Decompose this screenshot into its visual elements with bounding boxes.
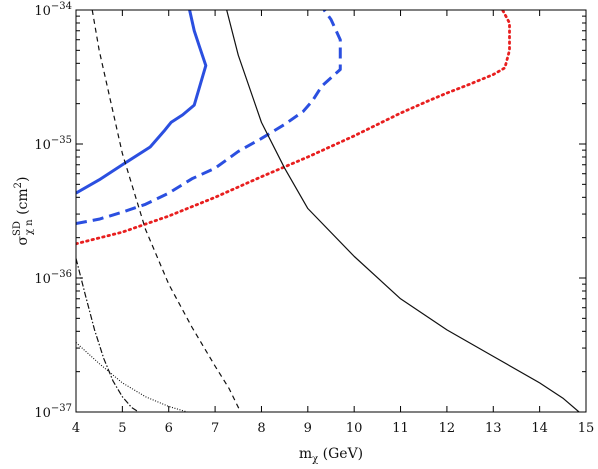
y-axis-label-unit-sup: 2 xyxy=(13,182,24,188)
y-axis-label-sub: χ n xyxy=(24,219,35,235)
y-tick-label: 10−37 xyxy=(34,403,72,421)
x-tick-label: 13 xyxy=(485,421,502,436)
y-axis-label-sup: SD xyxy=(12,221,23,236)
x-tick-label: 9 xyxy=(304,421,312,436)
y-tick-label: 10−34 xyxy=(34,1,72,19)
x-tick-label: 4 xyxy=(72,421,80,436)
series-line-1 xyxy=(76,10,208,195)
x-tick-label: 14 xyxy=(531,421,548,436)
y-axis-label-main: σ xyxy=(15,236,31,246)
x-tick-label: 12 xyxy=(439,421,456,436)
series-line-2 xyxy=(76,10,342,225)
series-line-6 xyxy=(76,258,139,412)
plot-frame xyxy=(75,9,587,413)
x-tick-label: 7 xyxy=(211,421,219,436)
tick-labels: 4 5 6 7 8 9 10 11 12 13 14 15 10−37 10−36 10−35 10−34 xyxy=(34,1,594,436)
x-axis-label-main: m xyxy=(299,446,312,462)
x-tick-label: 11 xyxy=(392,421,409,436)
y-axis-label-unit: (cm xyxy=(15,188,31,219)
y-axis-label: σSDχ n (cm2) xyxy=(12,177,35,246)
x-axis-label: mχ (GeV) xyxy=(299,446,363,465)
series-line-7 xyxy=(76,342,188,412)
series-layer xyxy=(76,10,580,412)
x-axis-label-sub: χ xyxy=(312,454,318,465)
x-tick-label: 5 xyxy=(118,421,126,436)
x-tick-label: 10 xyxy=(346,421,363,436)
plot-background xyxy=(76,10,586,412)
x-axis-label-unit: (GeV) xyxy=(318,446,363,462)
x-tick-label: 6 xyxy=(165,421,173,436)
x-tick-label: 8 xyxy=(257,421,265,436)
series-line-5 xyxy=(91,10,242,412)
series-line-4 xyxy=(226,10,580,412)
y-tick-label: 10−36 xyxy=(34,269,72,287)
x-tick-label: 15 xyxy=(578,421,595,436)
series-line-3 xyxy=(76,10,511,246)
y-tick-label: 10−35 xyxy=(34,135,72,153)
y-axis-label-unit-close: ) xyxy=(15,177,31,182)
